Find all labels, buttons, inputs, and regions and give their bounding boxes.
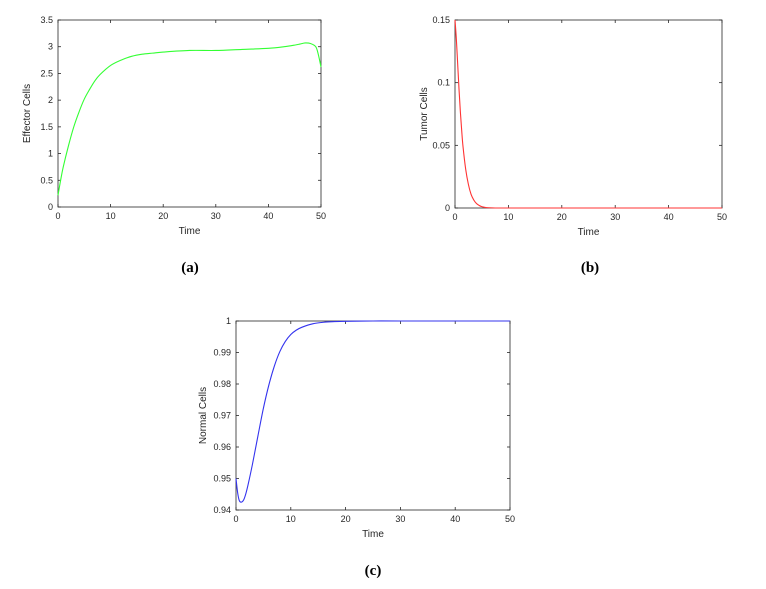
chart-3: 0 10 20 30 40 50 0.94 0.95 0.96 0.97 0.98 0.99 1 Time… <box>198 316 515 579</box>
series-line-1 <box>57 42 322 196</box>
subfigure-caption: (c) <box>365 563 382 579</box>
x-tick-label: 40 <box>664 212 674 222</box>
y-axis-label: Tumor Cells <box>419 87 430 141</box>
x-tick-label: 50 <box>316 211 326 221</box>
x-tick-label: 40 <box>263 211 273 221</box>
x-tick-label: 40 <box>450 514 460 524</box>
y-axis-label: Effector Cells <box>22 84 33 143</box>
chart-2: 0 10 20 30 40 50 0 0.05 0.1 0.15 Time Tumor Cells (b… <box>419 15 727 276</box>
y-tick-label: 0.95 <box>213 474 231 484</box>
y-tick-label: 0.5 <box>40 175 53 185</box>
y-tick-label: 0.1 <box>437 78 450 88</box>
y-tick-label: 0 <box>445 203 450 213</box>
subfigure-caption: (a) <box>181 260 199 276</box>
y-tick-label: 0.99 <box>213 348 231 358</box>
x-tick-label: 10 <box>503 212 513 222</box>
y-tick-label: 0.94 <box>213 505 231 515</box>
x-axis-label: Time <box>578 227 600 238</box>
plot-frame <box>454 19 723 209</box>
x-tick-label: 30 <box>395 514 405 524</box>
x-tick-label: 0 <box>55 211 60 221</box>
y-tick-label: 1 <box>226 316 231 326</box>
x-tick-label: 0 <box>233 514 238 524</box>
plot-frame <box>57 19 322 208</box>
y-tick-label: 1.5 <box>40 122 53 132</box>
x-tick-label: 10 <box>286 514 296 524</box>
subfigure-caption: (b) <box>581 260 599 276</box>
chart-1: 0 10 20 30 40 50 0 0.5 1 1.5 2 2.5 3 3.5 Time Effector … <box>22 15 326 276</box>
x-tick-label: 0 <box>452 212 457 222</box>
y-tick-label: 0.15 <box>432 15 450 25</box>
series-line-1 <box>235 320 510 503</box>
x-axis-label: Time <box>362 529 384 540</box>
x-tick-label: 50 <box>717 212 727 222</box>
y-axis-label: Normal Cells <box>198 387 209 444</box>
x-tick-label: 20 <box>557 212 567 222</box>
y-tick-label: 0 <box>48 202 53 212</box>
x-tick-label: 50 <box>505 514 515 524</box>
x-tick-label: 30 <box>211 211 221 221</box>
y-tick-label: 0.97 <box>213 411 231 421</box>
y-tick-label: 2 <box>48 95 53 105</box>
x-tick-label: 20 <box>158 211 168 221</box>
y-tick-label: 1 <box>48 149 53 159</box>
y-tick-label: 0.98 <box>213 379 231 389</box>
x-axis-label: Time <box>179 226 201 237</box>
y-tick-label: 3.5 <box>40 15 53 25</box>
series-line-1 <box>454 19 722 209</box>
x-tick-label: 30 <box>610 212 620 222</box>
y-tick-label: 0.05 <box>432 140 450 150</box>
y-tick-label: 2.5 <box>40 68 53 78</box>
y-tick-label: 3 <box>48 42 53 52</box>
y-tick-label: 0.96 <box>213 442 231 452</box>
plot-frame <box>235 320 511 511</box>
x-tick-label: 10 <box>106 211 116 221</box>
x-tick-label: 20 <box>341 514 351 524</box>
